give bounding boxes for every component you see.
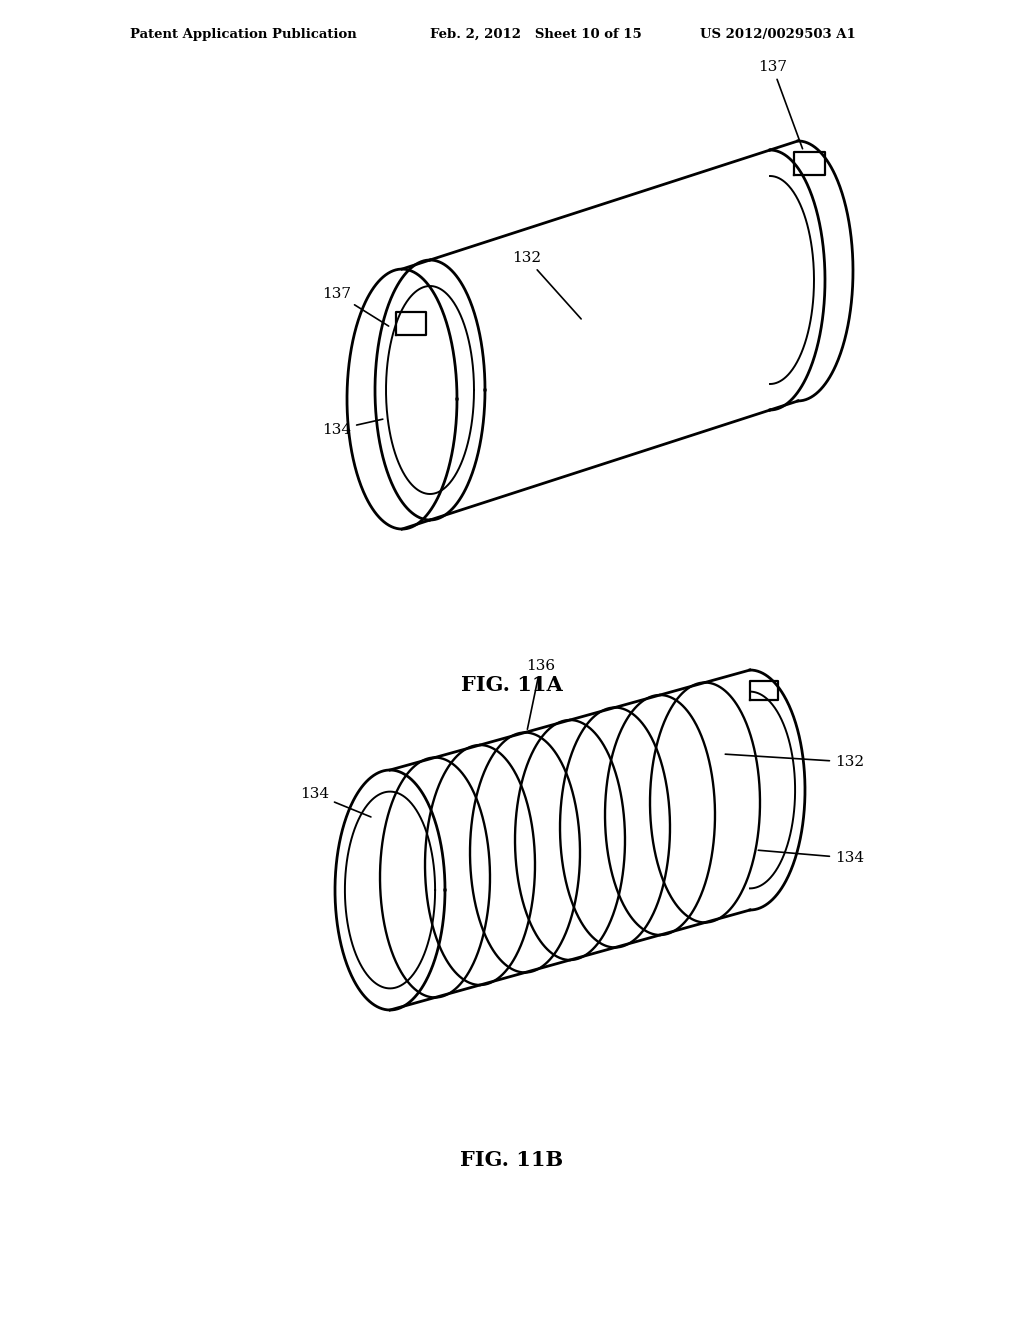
Text: 134: 134 <box>758 850 864 865</box>
Text: FIG. 11B: FIG. 11B <box>461 1150 563 1170</box>
Text: Patent Application Publication: Patent Application Publication <box>130 28 356 41</box>
Text: 134: 134 <box>300 787 371 817</box>
Text: 132: 132 <box>725 754 864 770</box>
Text: FIG. 11A: FIG. 11A <box>461 675 563 696</box>
Text: Feb. 2, 2012   Sheet 10 of 15: Feb. 2, 2012 Sheet 10 of 15 <box>430 28 642 41</box>
Text: 134: 134 <box>322 420 383 437</box>
Text: 132: 132 <box>512 251 582 319</box>
Text: 137: 137 <box>758 59 803 149</box>
Text: 136: 136 <box>526 659 555 729</box>
Text: 137: 137 <box>322 286 389 326</box>
Text: US 2012/0029503 A1: US 2012/0029503 A1 <box>700 28 856 41</box>
